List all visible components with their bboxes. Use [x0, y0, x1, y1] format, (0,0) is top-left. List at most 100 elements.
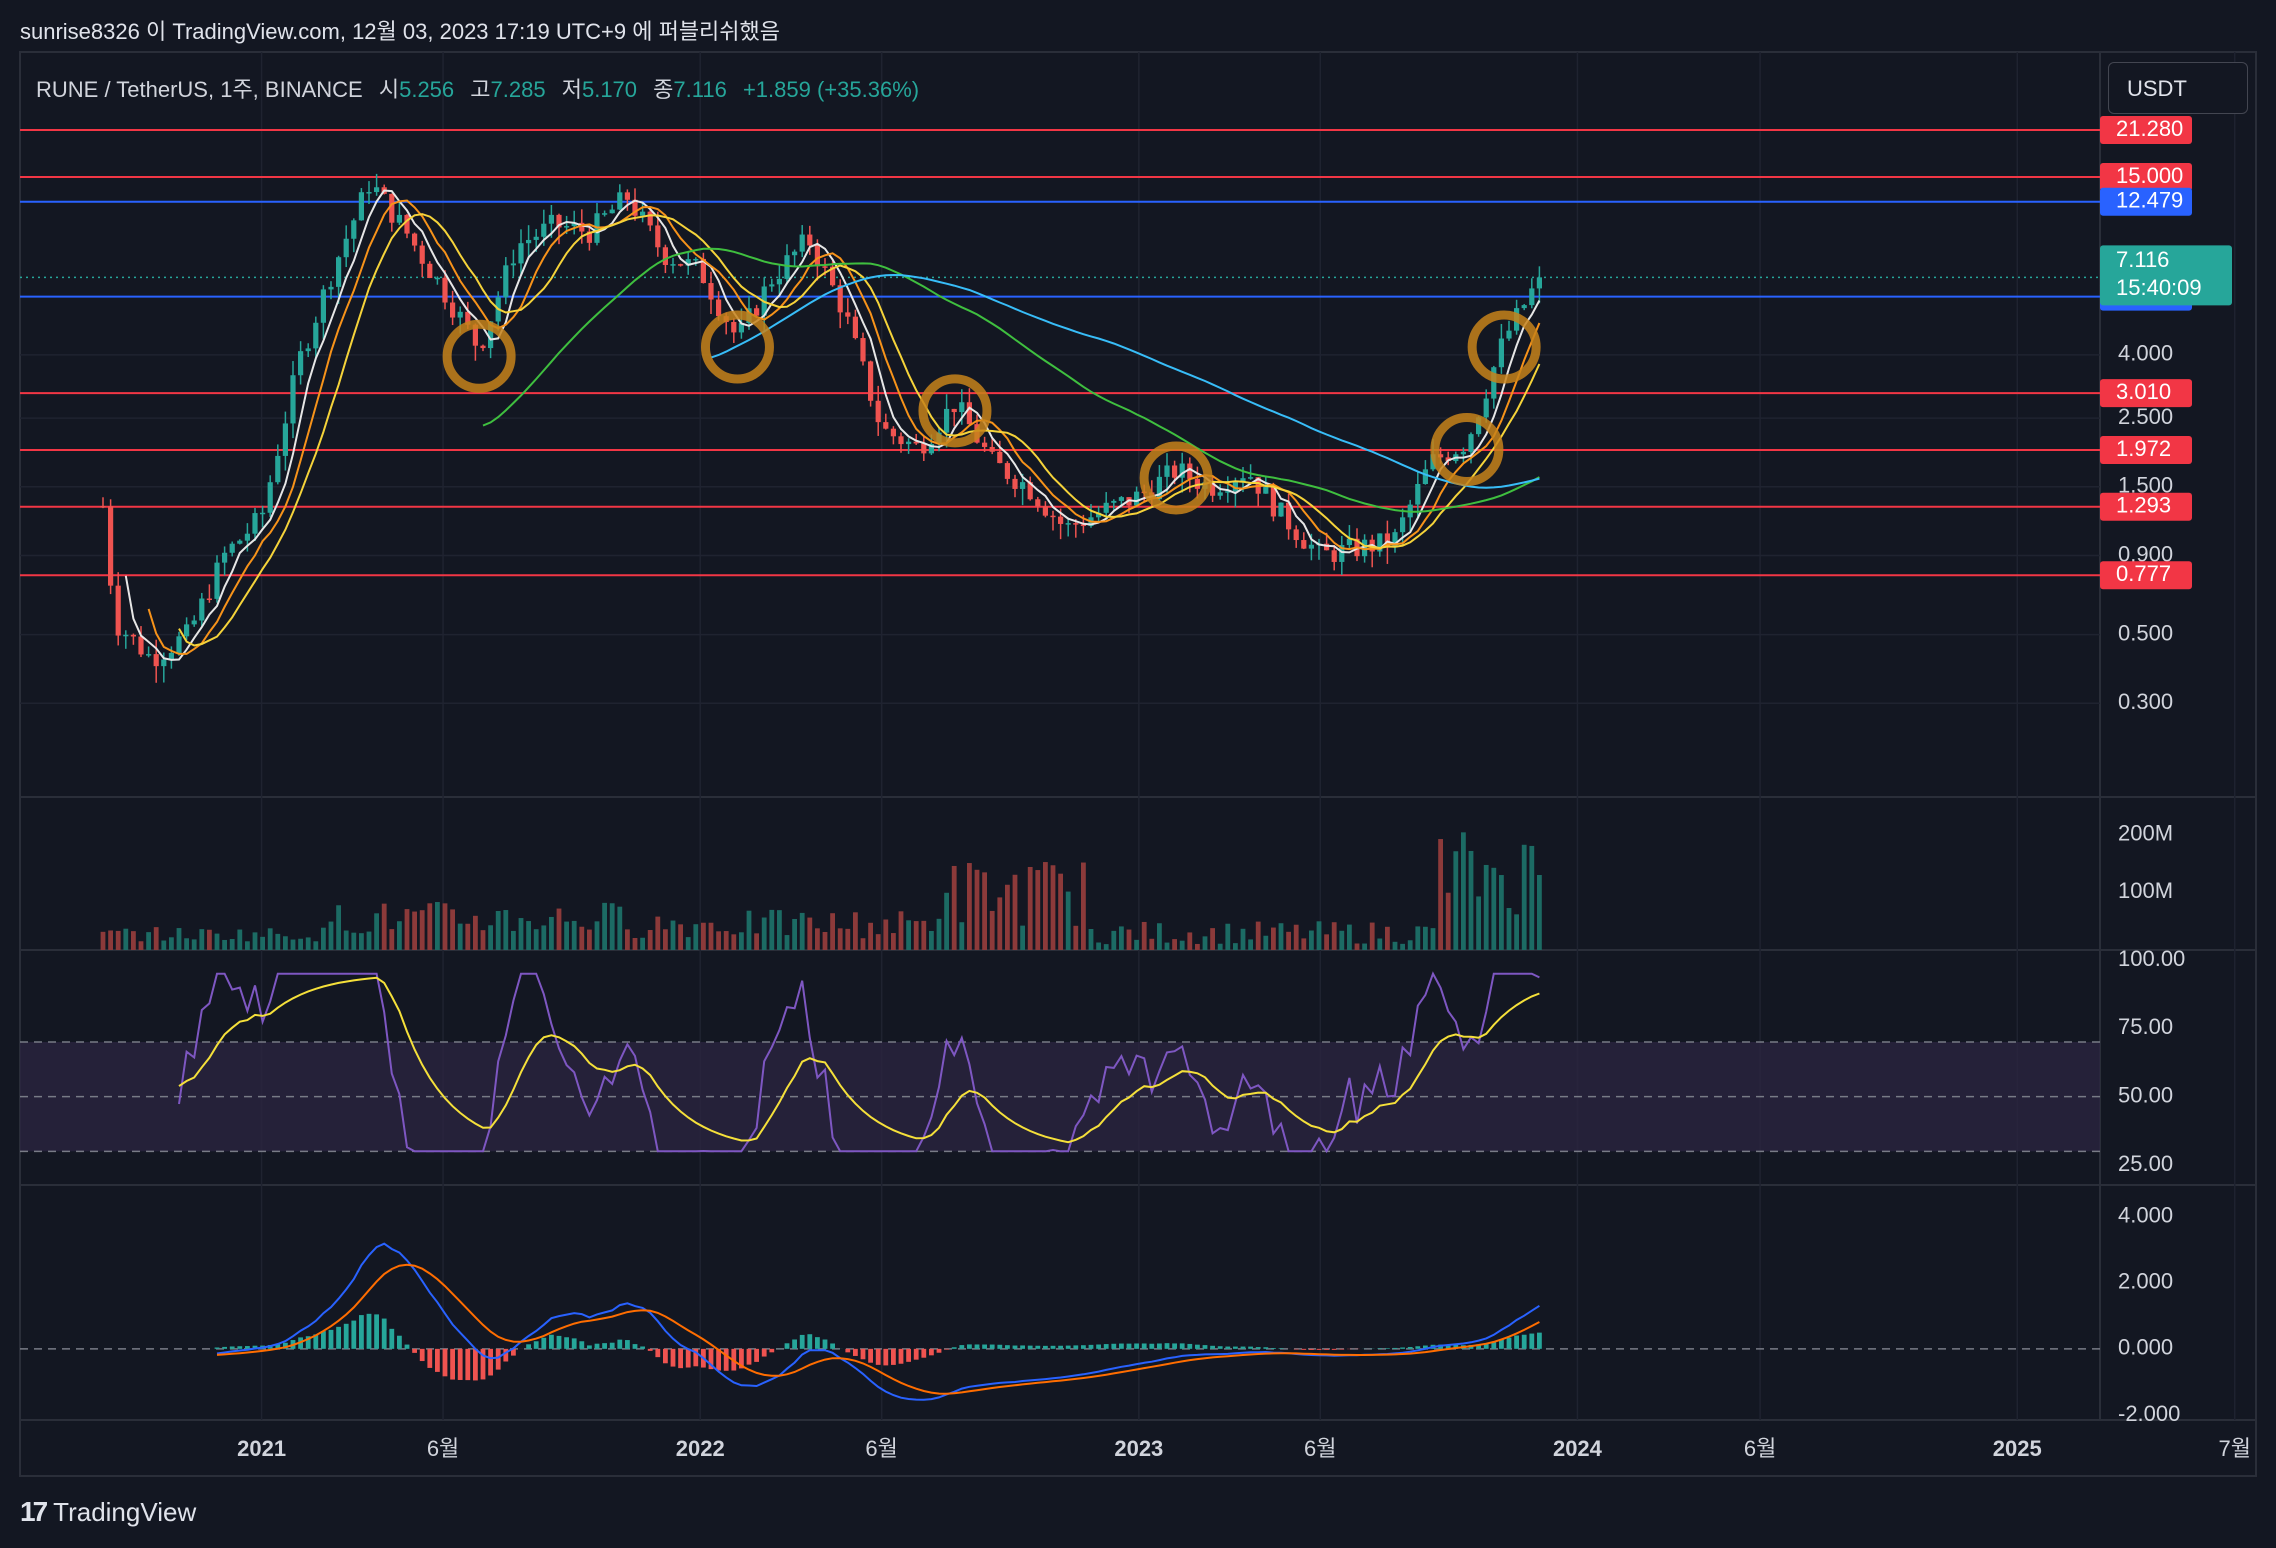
macd-histogram-bar: [1088, 1344, 1094, 1349]
circle-annotations: [442, 310, 1541, 515]
candle-body: [784, 255, 790, 279]
volume-bar: [207, 929, 212, 950]
candle-body: [191, 620, 197, 625]
volume-bar: [123, 928, 129, 950]
candle-body: [1278, 502, 1284, 517]
volume-bar: [1354, 943, 1360, 950]
volume-bar: [868, 922, 873, 950]
macd-histogram-bar: [1103, 1344, 1109, 1349]
volume-bar: [1027, 866, 1033, 950]
volume-bar: [1430, 928, 1436, 950]
volume-bar: [974, 869, 980, 950]
candle-body: [822, 266, 828, 268]
volume-bar: [579, 926, 585, 950]
macd-histogram-bar: [1324, 1348, 1329, 1350]
candle-body: [153, 654, 159, 667]
candle-body: [351, 220, 357, 239]
volume-bar: [815, 928, 820, 950]
macd-histogram-bar: [1141, 1343, 1147, 1349]
candle-body: [1468, 434, 1474, 452]
candle-body: [1536, 277, 1542, 289]
volume-bar: [1339, 930, 1345, 950]
macd-histogram-bar: [754, 1348, 759, 1362]
macd-histogram-bar: [1058, 1345, 1063, 1349]
macd-histogram-bar: [1301, 1348, 1307, 1350]
volume-bar: [1126, 929, 1132, 950]
macd-histogram-bar: [465, 1348, 471, 1381]
macd-histogram-bar: [1385, 1348, 1390, 1349]
volume-bar: [313, 941, 319, 950]
macd-histogram-bar: [708, 1348, 714, 1370]
volume-bar: [1362, 943, 1367, 950]
candle-body: [1400, 517, 1406, 533]
macd-histogram-bar: [716, 1348, 721, 1371]
macd-histogram-bar: [875, 1348, 881, 1365]
candle-body: [267, 482, 273, 513]
macd-histogram-bar: [739, 1348, 744, 1369]
volume-bar: [1407, 940, 1413, 950]
macd-histogram-bar: [640, 1346, 645, 1349]
candle-body: [997, 451, 1003, 464]
macd-histogram-bar: [1445, 1344, 1451, 1349]
macd-histogram-bar: [921, 1348, 927, 1358]
macd-histogram-bar: [1263, 1347, 1269, 1349]
macd-histogram-bar: [305, 1336, 311, 1349]
currency-button[interactable]: USDT: [2108, 62, 2248, 114]
volume-bar: [298, 938, 303, 950]
candle-body: [1377, 533, 1383, 552]
footer-brand[interactable]: 17 TradingView: [20, 1496, 196, 1528]
macd-histogram-bar: [1240, 1346, 1246, 1349]
volume-bar: [1483, 864, 1489, 950]
candle-body: [1308, 544, 1314, 549]
volume-bar: [625, 929, 630, 950]
time-tick-label: 2024: [1553, 1436, 1603, 1461]
price-tick-label: 4.000: [2118, 341, 2173, 366]
macd-histogram-bar: [1210, 1345, 1215, 1349]
macd-histogram-bar: [951, 1347, 957, 1349]
candle-body: [222, 552, 228, 563]
candle-body: [852, 316, 858, 339]
volume-bar: [366, 931, 372, 950]
price-axis: 0.3000.5000.9001.5002.5004.000200M100M25…: [2118, 341, 2185, 1426]
candle-body: [1529, 288, 1535, 306]
candle-body: [290, 375, 296, 424]
volume-pane: [100, 832, 1542, 950]
volume-bar: [1331, 922, 1337, 950]
high-value: 7.285: [490, 77, 546, 102]
candle-body: [1096, 512, 1102, 518]
macd-histogram-bar: [321, 1331, 326, 1349]
price-label-box: [2100, 435, 2192, 464]
candle-body: [1339, 545, 1345, 562]
volume-bar: [1179, 940, 1185, 950]
candle-body: [1156, 476, 1162, 500]
volume-bar: [655, 916, 661, 950]
macd-histogram-bar: [1217, 1346, 1223, 1349]
price-labels: 21.28015.00012.4796.1683.0101.9721.2930.…: [2100, 116, 2232, 590]
volume-bar: [1210, 928, 1215, 950]
time-tick-label: 2021: [237, 1436, 286, 1461]
candle-body: [366, 192, 372, 194]
candle-body: [1438, 454, 1444, 458]
macd-histogram-bar: [868, 1348, 873, 1363]
candle-body: [282, 423, 288, 456]
macd-histogram-bar: [1157, 1343, 1162, 1349]
volume-bar: [997, 897, 1003, 950]
macd-histogram-bar: [1476, 1344, 1481, 1349]
candle-body: [602, 213, 608, 215]
volume-bar: [549, 916, 554, 950]
macd-histogram-bar: [488, 1348, 493, 1376]
price-label-text: 21.280: [2116, 116, 2183, 141]
volume-bar: [199, 929, 205, 950]
macd-tick-label: -2.000: [2118, 1401, 2180, 1426]
macd-histogram-bar: [1043, 1345, 1048, 1349]
circle-marker: [700, 310, 774, 384]
candle-body: [1445, 457, 1451, 462]
candle-body: [518, 243, 524, 264]
macd-histogram-bar: [1119, 1343, 1124, 1349]
volume-bar: [1316, 921, 1322, 950]
macd-histogram-bar: [1514, 1335, 1519, 1349]
macd-histogram-bar: [1233, 1346, 1238, 1349]
candle-body: [1384, 533, 1390, 548]
macd-histogram-bar: [792, 1339, 797, 1349]
